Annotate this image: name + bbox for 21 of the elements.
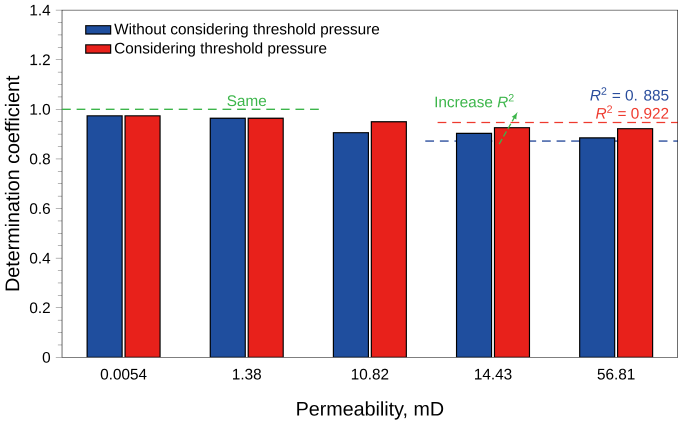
x-tick-label: 14.43	[475, 369, 512, 380]
y-tick-label: 0.6	[30, 203, 50, 214]
y-tick-label: 1.2	[30, 54, 50, 66]
legend-label: Considering threshold pressure	[114, 42, 326, 57]
x-axis-title: Permeability, mD	[297, 402, 444, 420]
y-tick-label: 1.0	[30, 104, 50, 116]
y-axis-title: Determination coefficient	[4, 76, 20, 291]
x-tick-label: 0.0054	[100, 369, 147, 380]
annotation: R$^{2}$ = 0. 885	[590, 87, 668, 101]
y-tick-label: 0	[42, 352, 50, 364]
x-tick-label: 56.81	[598, 369, 635, 380]
x-tick-label: 10.82	[352, 369, 388, 380]
annotation: R$^{2}$ = 0.922	[596, 106, 668, 120]
y-tick-label: 0.2	[30, 302, 50, 314]
y-tick-label: 0.4	[30, 252, 50, 264]
annotation: Increase R$^{2}$	[436, 94, 514, 108]
ref-line-label: Same	[227, 96, 266, 106]
x-tick-label: 1.38	[232, 369, 261, 380]
y-tick-label: 1.4	[30, 5, 50, 16]
legend-label: Without considering threshold pressure	[114, 23, 380, 38]
y-tick-label: 0.8	[30, 154, 50, 165]
